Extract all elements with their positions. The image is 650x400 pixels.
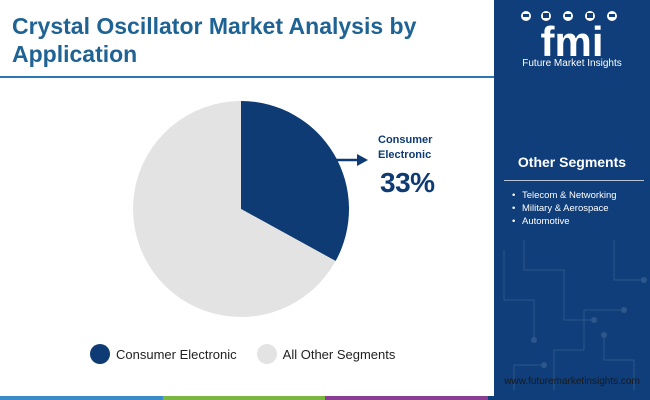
logo-text: fmi xyxy=(541,18,604,65)
sidebar-divider xyxy=(504,180,644,181)
legend-item-all-other-segments: All Other Segments xyxy=(256,344,396,364)
footer-segment-navy xyxy=(487,396,650,400)
legend-swatch-all-other-segments xyxy=(256,344,277,364)
legend-label-consumer-electronic: Consumer Electronic xyxy=(116,346,237,362)
segment-item-telecom: Telecom & Networking xyxy=(512,189,648,202)
legend-swatch-consumer-electronic xyxy=(90,344,110,364)
pie-slice-consumer-electronic xyxy=(241,101,349,262)
circuit-pattern-icon xyxy=(503,240,647,390)
chart-legend: Consumer Electronic All Other Segments xyxy=(90,341,415,367)
logo-caption: Future Market Insights xyxy=(522,58,622,69)
callout-label: Consumer Electronic xyxy=(378,134,433,161)
legend-label-all-other-segments: All Other Segments xyxy=(282,346,396,362)
footer-segment-green xyxy=(162,396,325,400)
callout-arrow xyxy=(335,154,368,166)
title-divider xyxy=(0,76,494,78)
other-segments-heading: Other Segments xyxy=(517,154,627,170)
pie-slice-all-other-segments xyxy=(133,101,336,317)
pie-slices xyxy=(133,101,349,317)
fmi-logo: fmi xyxy=(521,11,617,65)
footer-segment-blue xyxy=(0,396,163,400)
other-segments-list: Telecom & Networking Military & Aerospac… xyxy=(512,189,648,228)
page-title: Crystal Oscillator Market Analysis by Ap… xyxy=(12,13,417,67)
footer-color-bar xyxy=(0,396,650,400)
pie-chart xyxy=(133,101,368,317)
website-link[interactable]: www.futuremarketinsights.com xyxy=(504,376,640,387)
legend-item-consumer-electronic: Consumer Electronic xyxy=(90,344,237,364)
segment-item-automotive: Automotive xyxy=(512,215,648,228)
sidebar-panel: fmi Future Market Insights Other Segment… xyxy=(494,0,650,396)
callout-value: 33% xyxy=(380,167,435,198)
footer-segment-purple xyxy=(325,396,488,400)
segment-item-military: Military & Aerospace xyxy=(512,202,648,215)
